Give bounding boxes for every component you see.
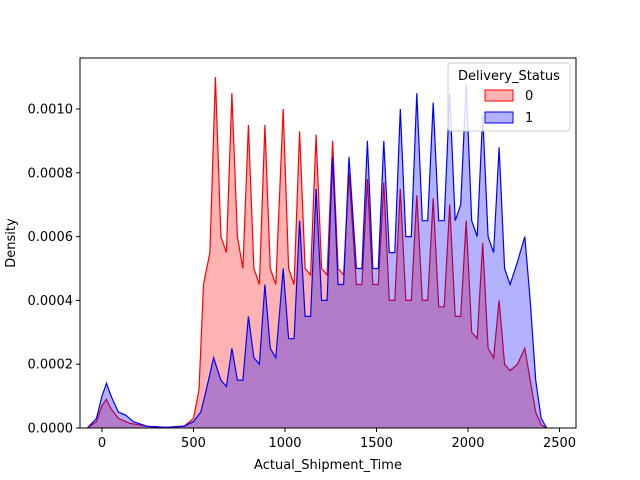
y-axis-label: Density xyxy=(4,218,19,268)
plot-frame xyxy=(79,57,577,429)
y-tick-label: 0.0008 xyxy=(28,166,74,181)
series-1-line xyxy=(86,83,548,429)
series-0-line xyxy=(86,77,548,429)
legend-title: Delivery_Status xyxy=(458,69,560,84)
y-tick-label: 0.0000 xyxy=(28,422,74,437)
x-tick-label: 2500 xyxy=(543,436,576,451)
y-tick-label: 0.0004 xyxy=(28,294,74,309)
x-tick-label: 1000 xyxy=(268,436,301,451)
series-layer xyxy=(86,77,548,429)
legend-box xyxy=(447,62,571,132)
x-axis-label: Actual_Shipment_Time xyxy=(254,458,402,473)
legend-label-1: 1 xyxy=(525,111,533,126)
y-tick-label: 0.0002 xyxy=(28,358,74,373)
x-tick-label: 1500 xyxy=(360,436,393,451)
x-tick-label: 500 xyxy=(181,436,206,451)
legend-swatch-1 xyxy=(484,111,514,124)
y-tick-label: 0.0006 xyxy=(28,230,74,245)
x-tick-label: 2000 xyxy=(451,436,484,451)
y-tick-label: 0.0010 xyxy=(28,103,74,118)
x-axis: 0 500 1000 1500 2000 2500 xyxy=(98,428,576,451)
series-1-area xyxy=(87,83,547,428)
legend-swatch-0 xyxy=(484,89,514,102)
series-0-area xyxy=(87,77,547,428)
legend-label-0: 0 xyxy=(525,89,533,104)
y-axis: 0.0000 0.0002 0.0004 0.0006 0.0008 0.0010 xyxy=(28,103,80,437)
legend: Delivery_Status 0 1 xyxy=(447,62,571,132)
x-tick-label: 0 xyxy=(98,436,106,451)
